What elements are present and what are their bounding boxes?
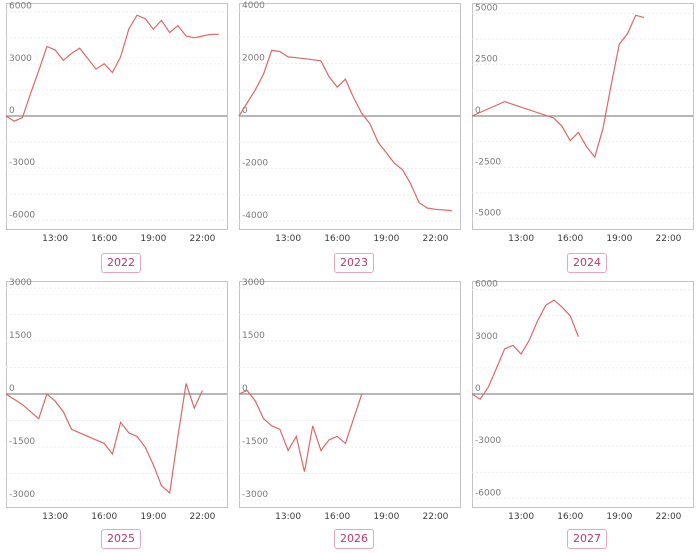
x-tick-label: 13:00 [42, 512, 68, 522]
x-tick-label: 22:00 [655, 234, 681, 244]
x-tick-label: 22:00 [422, 512, 448, 522]
y-tick-label: 2000 [242, 53, 265, 63]
x-tick-label: 22:00 [189, 234, 215, 244]
x-tick-label: 16:00 [557, 512, 583, 522]
x-tick-label: 22:00 [422, 234, 448, 244]
x-tick-label: 19:00 [606, 234, 632, 244]
y-tick-label: -3000 [9, 158, 35, 168]
y-tick-label: 0 [475, 106, 481, 116]
y-tick-label: -2000 [242, 159, 268, 169]
y-tick-label: -5000 [475, 209, 501, 219]
year-label-2026[interactable]: 2026 [334, 529, 374, 549]
y-tick-label: 3000 [475, 332, 498, 342]
year-label-2023[interactable]: 2023 [334, 253, 374, 273]
y-tick-label: 3000 [9, 278, 32, 288]
chart-panel-2026: 3000 1500 0 -1500 -3000 13:00 16:00 19:00 22:00 … [233, 278, 466, 553]
y-tick-label: 4000 [242, 1, 265, 11]
series-line [471, 14, 645, 159]
x-tick-label: 16:00 [324, 512, 350, 522]
y-tick-label: -6000 [475, 488, 501, 498]
y-tick-label: 0 [242, 106, 248, 116]
x-tick-label: 19:00 [373, 234, 399, 244]
y-tick-label: 6000 [475, 280, 498, 290]
y-tick-label: -4000 [242, 211, 268, 221]
x-tick-label: 19:00 [140, 512, 166, 522]
chart-svg-2024: 5000 2500 0 -2500 -5000 13:00 16:00 19:00 22:00 [471, 3, 694, 244]
y-tick-label: 2500 [475, 55, 498, 65]
x-tick-label: 19:00 [606, 512, 632, 522]
y-tick-label: 0 [9, 384, 15, 394]
x-tick-label: 13:00 [508, 512, 534, 522]
chart-svg-2023: 4000 2000 0 -2000 -4000 13:00 16:00 19:00 22:00 [238, 1, 461, 244]
x-tick-label: 13:00 [275, 234, 301, 244]
y-tick-label: -2500 [475, 157, 501, 167]
y-tick-label: 3000 [9, 54, 32, 64]
chart-panel-2024: 5000 2500 0 -2500 -5000 13:00 16:00 19:00 22:00 … [466, 0, 700, 278]
y-tick-label: -6000 [9, 210, 35, 220]
year-label-2025[interactable]: 2025 [101, 529, 141, 549]
y-tick-label: -1500 [242, 437, 268, 447]
x-tick-label: 13:00 [42, 234, 68, 244]
y-tick-label: -1500 [9, 437, 35, 447]
series-line [5, 383, 203, 495]
chart-panel-2027: 6000 3000 0 -3000 -6000 13:00 16:00 19:00 22:00 … [466, 278, 700, 553]
y-tick-label: 6000 [9, 2, 32, 12]
chart-svg-2025: 3000 1500 0 -1500 -3000 13:00 16:00 19:00 22:00 [5, 278, 228, 522]
y-tick-label: -3000 [475, 436, 501, 446]
x-tick-label: 22:00 [189, 512, 215, 522]
series-line [471, 299, 579, 401]
series-line [238, 389, 363, 472]
y-tick-label: 0 [9, 106, 15, 116]
y-tick-label: -3000 [9, 490, 35, 500]
y-tick-label: -3000 [242, 490, 268, 500]
x-tick-label: 16:00 [91, 234, 117, 244]
y-tick-label: 0 [242, 384, 248, 394]
y-tick-label: 3000 [242, 278, 265, 288]
chart-svg-2022: 6000 3000 0 -3000 -6000 13:00 16:00 19:00 22:00 [5, 2, 228, 244]
x-tick-label: 19:00 [140, 234, 166, 244]
x-tick-label: 13:00 [508, 234, 534, 244]
chart-svg-2027: 6000 3000 0 -3000 -6000 13:00 16:00 19:00 22:00 [471, 280, 694, 522]
x-tick-label: 16:00 [91, 512, 117, 522]
y-tick-label: 1500 [242, 331, 265, 341]
x-tick-label: 13:00 [275, 512, 301, 522]
series-line [5, 14, 219, 122]
y-tick-label: 1500 [9, 331, 32, 341]
y-tick-label: 5000 [475, 3, 498, 13]
x-tick-label: 19:00 [373, 512, 399, 522]
y-tick-label: 0 [475, 384, 481, 394]
series-line [238, 49, 452, 212]
chart-panel-2023: 4000 2000 0 -2000 -4000 13:00 16:00 19:00 22:00 … [233, 0, 466, 278]
year-label-2027[interactable]: 2027 [567, 529, 607, 549]
chart-svg-2026: 3000 1500 0 -1500 -3000 13:00 16:00 19:00 22:00 [238, 278, 461, 522]
chart-panel-2022: 6000 3000 0 -3000 -6000 13:00 16:00 19:00 22:00 … [0, 0, 233, 278]
x-tick-label: 22:00 [655, 512, 681, 522]
x-tick-label: 16:00 [324, 234, 350, 244]
x-tick-label: 16:00 [557, 234, 583, 244]
year-label-2022[interactable]: 2022 [101, 253, 141, 273]
year-label-2024[interactable]: 2024 [567, 253, 607, 273]
chart-panel-2025: 3000 1500 0 -1500 -3000 13:00 16:00 19:00 22:00 … [0, 278, 233, 553]
